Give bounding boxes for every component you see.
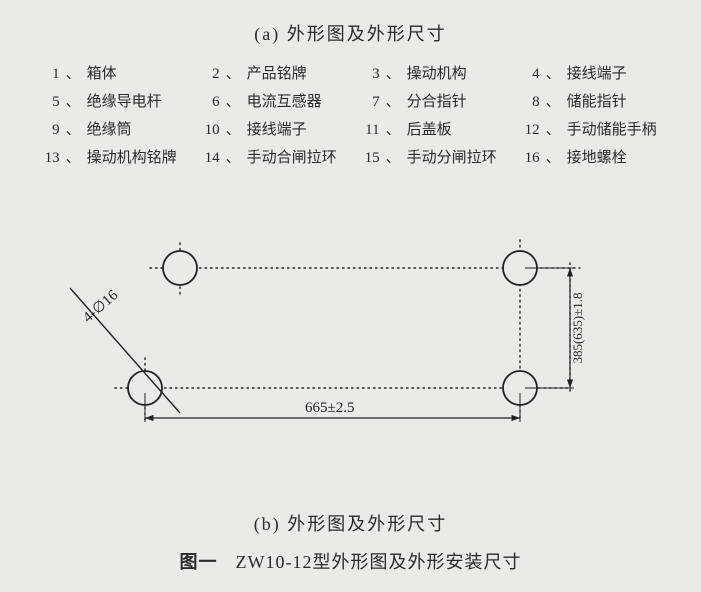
legend-sep: 、 [386,60,407,88]
legend-label: 产品铭牌 [247,60,356,88]
legend-label: 接线端子 [567,60,676,88]
legend-sep: 、 [226,144,247,172]
legend-num: 15 [356,144,386,172]
legend-label: 后盖板 [407,116,516,144]
mounting-diagram: 4-∅16665±2.5385(635)±1.8 [60,218,640,468]
section-a-title: (a) 外形图及外形尺寸 [0,20,701,46]
legend-num: 1 [36,60,66,88]
legend-num: 13 [36,144,66,172]
legend-num: 7 [356,88,386,116]
legend-num: 14 [196,144,226,172]
legend-label: 手动储能手柄 [567,116,676,144]
legend-num: 16 [516,144,546,172]
legend-sep: 、 [66,144,87,172]
legend-label: 电流互感器 [247,88,356,116]
legend-num: 3 [356,60,386,88]
legend-label: 手动合闸拉环 [247,144,356,172]
legend-label: 操动机构 [407,60,516,88]
legend-num: 10 [196,116,226,144]
section-b-title: (b) 外形图及外形尺寸 [0,510,701,536]
legend-num: 2 [196,60,226,88]
legend-label: 手动分闸拉环 [407,144,516,172]
legend-sep: 、 [546,144,567,172]
legend-sep: 、 [546,88,567,116]
legend-num: 8 [516,88,546,116]
svg-text:665±2.5: 665±2.5 [305,400,354,416]
legend-label: 分合指针 [407,88,516,116]
legend-sep: 、 [386,88,407,116]
figure-title: ZW10-12型外形图及外形安装尺寸 [236,552,522,572]
legend-sep: 、 [226,116,247,144]
legend-row: 9、绝缘筒 10、接线端子 11、后盖板 12、手动储能手柄 [36,116,676,144]
legend-label: 储能指针 [567,88,676,116]
legend-sep: 、 [226,88,247,116]
legend-sep: 、 [546,60,567,88]
legend-num: 11 [356,116,386,144]
legend-sep: 、 [66,88,87,116]
legend-sep: 、 [546,116,567,144]
legend-row: 13、操动机构铭牌 14、手动合闸拉环 15、手动分闸拉环 16、接地螺栓 [36,144,676,172]
parts-legend: 1 、 箱体 2 、 产品铭牌 3 、 操动机构 4 、 接线端子 5、绝缘导电… [36,60,676,172]
legend-sep: 、 [386,144,407,172]
figure-number: 图一 [180,552,218,572]
legend-num: 9 [36,116,66,144]
figure-caption: 图一 ZW10-12型外形图及外形安装尺寸 [0,548,701,574]
legend-label: 箱体 [87,60,196,88]
legend-label: 绝缘筒 [87,116,196,144]
legend-sep: 、 [66,60,87,88]
legend-label: 绝缘导电杆 [87,88,196,116]
legend-label: 操动机构铭牌 [87,144,196,172]
legend-sep: 、 [386,116,407,144]
svg-text:385(635)±1.8: 385(635)±1.8 [570,292,585,363]
legend-row: 1 、 箱体 2 、 产品铭牌 3 、 操动机构 4 、 接线端子 [36,60,676,88]
legend-row: 5、绝缘导电杆 6、电流互感器 7、分合指针 8、储能指针 [36,88,676,116]
legend-num: 5 [36,88,66,116]
legend-num: 4 [516,60,546,88]
legend-label: 接线端子 [247,116,356,144]
legend-sep: 、 [66,116,87,144]
legend-sep: 、 [226,60,247,88]
legend-num: 12 [516,116,546,144]
legend-label: 接地螺栓 [567,144,676,172]
legend-num: 6 [196,88,226,116]
